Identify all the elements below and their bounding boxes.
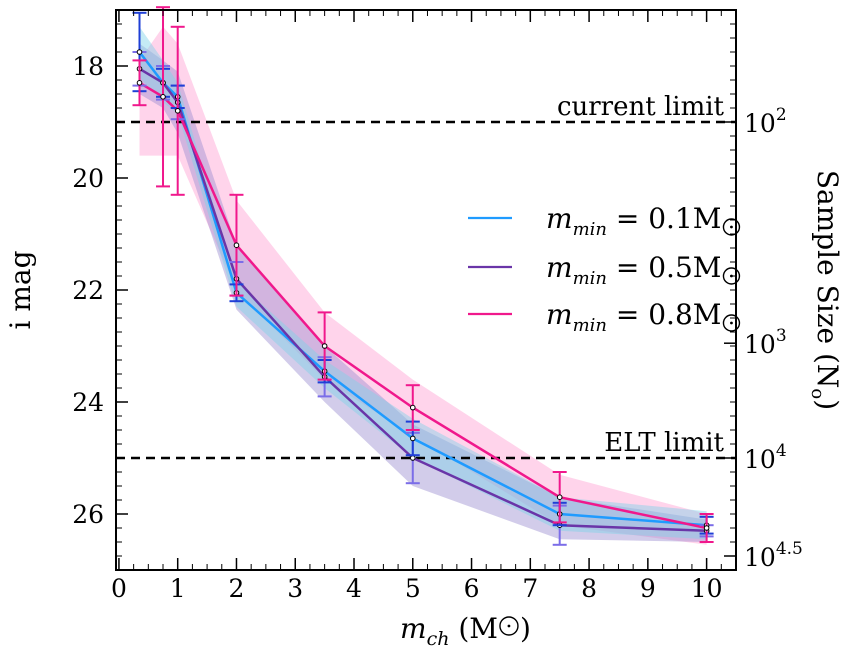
x-tick-label: 1 bbox=[170, 574, 186, 603]
legend-label-mmin-0.1: mmin = 0.1M bbox=[546, 202, 721, 240]
errorbar-mmin-0.8 bbox=[552, 471, 567, 524]
x-tick-label: 0 bbox=[111, 574, 127, 603]
axes: 0 1 2 3 4 5 6 7 8 9 10 18 20 22 24 26 102 103 104 104.5 bbox=[72, 9, 803, 603]
error-bars bbox=[132, 6, 714, 546]
errorbar-mmin-0.8 bbox=[170, 25, 185, 196]
y2-tick-label: 104.5 bbox=[744, 539, 803, 572]
x-tick-label: 7 bbox=[522, 574, 538, 603]
legend-label-mmin-0.8: mmin = 0.8M bbox=[546, 298, 721, 336]
x-axis-close: ) bbox=[520, 612, 531, 645]
errorbar-mmin-0.8 bbox=[699, 513, 714, 543]
y-tick-label: 24 bbox=[72, 388, 104, 417]
legend: mmin = 0.1M mmin = 0.5M mmin = 0.8M bbox=[468, 202, 741, 336]
data-point bbox=[409, 455, 416, 461]
data-point bbox=[136, 80, 143, 86]
y2-axis-title: Sample Size (No) bbox=[807, 170, 844, 410]
current-limit-label: current limit bbox=[557, 92, 725, 122]
x-tick-label: 8 bbox=[581, 574, 597, 603]
data-point bbox=[136, 49, 143, 55]
x-tick-label: 10 bbox=[691, 574, 723, 603]
errorbar-mmin-0.8 bbox=[156, 6, 171, 188]
x-tick-label: 9 bbox=[640, 574, 656, 603]
x-axis-sun-icon bbox=[499, 616, 519, 636]
data-point bbox=[409, 435, 416, 442]
y2-tick-label: 103 bbox=[744, 326, 787, 359]
legend-sun-icon-dot bbox=[730, 321, 733, 325]
limit-lines: current limit ELT limit bbox=[116, 92, 736, 460]
data-point bbox=[409, 404, 416, 411]
y-axis-title: i mag bbox=[4, 250, 37, 329]
legend-sun-icon-dot bbox=[730, 225, 733, 229]
y-tick-label: 22 bbox=[72, 276, 104, 305]
x-axis-sun-icon-dot bbox=[507, 624, 511, 628]
x-tick-label: 2 bbox=[229, 574, 245, 603]
y2-tick-label: 104 bbox=[744, 441, 787, 474]
errorbar-mmin-0.8 bbox=[405, 384, 420, 431]
errorbar-mmin-0.8 bbox=[229, 193, 244, 297]
band-mmin-0.1 bbox=[139, 26, 707, 540]
y-tick-label: 18 bbox=[72, 52, 104, 81]
legend-sun-icon-dot bbox=[730, 274, 733, 278]
line-mmin-0.5 bbox=[138, 67, 707, 533]
data-point bbox=[160, 94, 166, 100]
errorbar-mmin-0.8 bbox=[132, 59, 147, 107]
legend-sun-icon bbox=[722, 218, 741, 236]
errorbar-mmin-0.8 bbox=[317, 311, 332, 381]
data-point bbox=[703, 525, 710, 531]
x-tick-label: 3 bbox=[287, 574, 303, 603]
data-point bbox=[174, 108, 181, 114]
x-tick-label: 6 bbox=[464, 574, 480, 603]
data-point bbox=[321, 343, 328, 349]
elt-limit-label: ELT limit bbox=[604, 428, 724, 458]
legend-label-mmin-0.5: mmin = 0.5M bbox=[546, 251, 721, 289]
x-axis-title: mch (M bbox=[400, 612, 498, 650]
data-point bbox=[556, 494, 563, 501]
legend-sun-icon bbox=[722, 314, 741, 332]
axis-titles: mch (M) i mag Sample Size (No) bbox=[4, 170, 844, 650]
y-tick-label: 20 bbox=[72, 164, 104, 193]
x-tick-label: 4 bbox=[346, 574, 362, 603]
legend-sun-icon bbox=[722, 267, 741, 285]
y-tick-label: 26 bbox=[72, 500, 104, 529]
data-point bbox=[233, 242, 240, 248]
band-mmin-0.8 bbox=[139, 26, 707, 545]
x-tick-label: 5 bbox=[405, 574, 421, 603]
y2-tick-label: 102 bbox=[744, 105, 787, 138]
